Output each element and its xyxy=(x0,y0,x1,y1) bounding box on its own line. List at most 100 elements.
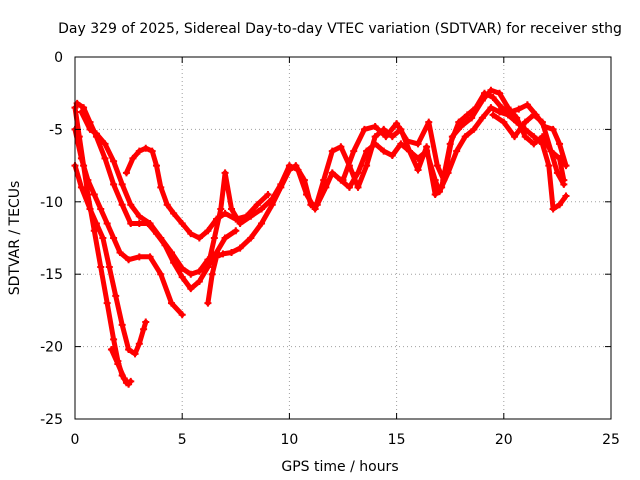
data-point xyxy=(455,118,463,126)
data-point xyxy=(90,227,98,235)
data-point xyxy=(208,270,216,278)
data-point xyxy=(538,118,546,126)
data-point xyxy=(157,183,165,191)
data-point xyxy=(110,157,118,165)
data-point xyxy=(97,263,105,271)
data-point xyxy=(303,191,311,199)
data-point xyxy=(148,147,156,155)
data-point xyxy=(339,176,347,184)
data-point xyxy=(77,154,85,162)
data-point xyxy=(489,111,497,119)
data-point xyxy=(142,144,150,152)
data-point xyxy=(90,191,98,199)
data-point xyxy=(112,292,120,300)
data-point xyxy=(247,234,255,242)
data-point xyxy=(140,325,148,333)
data-point xyxy=(221,234,229,242)
x-tick-label: 20 xyxy=(495,432,513,448)
data-point xyxy=(521,118,529,126)
y-tick-label: -25 xyxy=(40,412,63,428)
data-point xyxy=(204,299,212,307)
data-point xyxy=(135,220,143,228)
data-point xyxy=(142,318,150,326)
data-point xyxy=(523,101,531,109)
data-point xyxy=(438,183,446,191)
data-point xyxy=(530,111,538,119)
y-axis-label: SDTVAR / TECUs xyxy=(7,181,23,296)
data-point xyxy=(110,234,118,242)
data-point xyxy=(500,118,508,126)
y-tick-label: -15 xyxy=(40,267,63,283)
data-point xyxy=(461,133,469,141)
data-point xyxy=(553,169,561,177)
data-point xyxy=(228,248,236,256)
data-point xyxy=(247,212,255,220)
x-tick-label: 0 xyxy=(71,432,80,448)
data-point xyxy=(187,270,195,278)
data-point xyxy=(163,201,171,209)
grid xyxy=(75,57,611,419)
data-point xyxy=(403,137,411,145)
data-point xyxy=(521,133,529,141)
data-point xyxy=(487,104,495,112)
data-point xyxy=(213,253,221,261)
data-point xyxy=(135,212,143,220)
data-point xyxy=(258,220,266,228)
data-point xyxy=(135,340,143,348)
y-tick-label: -20 xyxy=(40,340,63,356)
data-point xyxy=(221,169,229,177)
data-point xyxy=(236,244,244,252)
data-point xyxy=(530,133,538,141)
data-point xyxy=(84,176,92,184)
data-point xyxy=(178,264,186,272)
data-point xyxy=(125,380,133,388)
data-point xyxy=(463,111,471,119)
data-point xyxy=(470,125,478,133)
data-point xyxy=(328,169,336,177)
data-point xyxy=(84,191,92,199)
data-point xyxy=(110,335,118,343)
data-point xyxy=(345,183,353,191)
data-point xyxy=(232,227,240,235)
y-tick-label: -5 xyxy=(49,122,63,138)
data-point xyxy=(285,162,293,170)
data-point xyxy=(127,201,135,209)
data-point xyxy=(414,140,422,148)
data-point xyxy=(80,104,88,112)
data-point xyxy=(354,183,362,191)
y-tick-labels: 0 -5 -10 -15 -20 -25 xyxy=(40,50,63,428)
data-point xyxy=(178,273,186,281)
data-point xyxy=(448,133,456,141)
data-point xyxy=(549,125,557,133)
data-point xyxy=(129,154,137,162)
series-arc-3 xyxy=(71,125,186,319)
data-point xyxy=(489,94,497,102)
data-point xyxy=(414,166,422,174)
series-line xyxy=(72,126,185,318)
data-point xyxy=(178,220,186,228)
data-point xyxy=(354,169,362,177)
chart-title: Day 329 of 2025, Sidereal Day-to-day VTE… xyxy=(58,21,622,37)
series-arc-5 xyxy=(77,108,212,278)
data-point xyxy=(101,154,109,162)
data-point xyxy=(498,104,506,112)
data-point xyxy=(515,105,523,113)
data-point xyxy=(556,154,564,162)
data-point xyxy=(146,253,154,261)
data-point xyxy=(549,205,557,213)
data-point xyxy=(167,248,175,256)
y-tick-label: 0 xyxy=(54,50,63,66)
data-point xyxy=(556,201,564,209)
data-point xyxy=(397,140,405,148)
data-point xyxy=(118,201,126,209)
data-point xyxy=(545,162,553,170)
data-point xyxy=(562,162,570,170)
data-point xyxy=(125,345,133,353)
data-point xyxy=(152,162,160,170)
data-point xyxy=(360,125,368,133)
data-point xyxy=(131,350,139,358)
data-point xyxy=(107,345,115,353)
series-line xyxy=(108,347,132,387)
data-point xyxy=(219,250,227,258)
